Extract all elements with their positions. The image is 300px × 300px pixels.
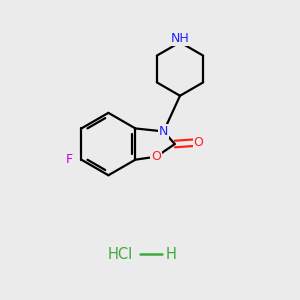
Text: F: F [65, 153, 72, 166]
Text: H: H [165, 247, 176, 262]
Text: HCl: HCl [108, 247, 133, 262]
Text: O: O [151, 150, 161, 163]
Text: O: O [194, 136, 203, 149]
Text: NH: NH [171, 32, 189, 45]
Text: N: N [159, 125, 168, 138]
